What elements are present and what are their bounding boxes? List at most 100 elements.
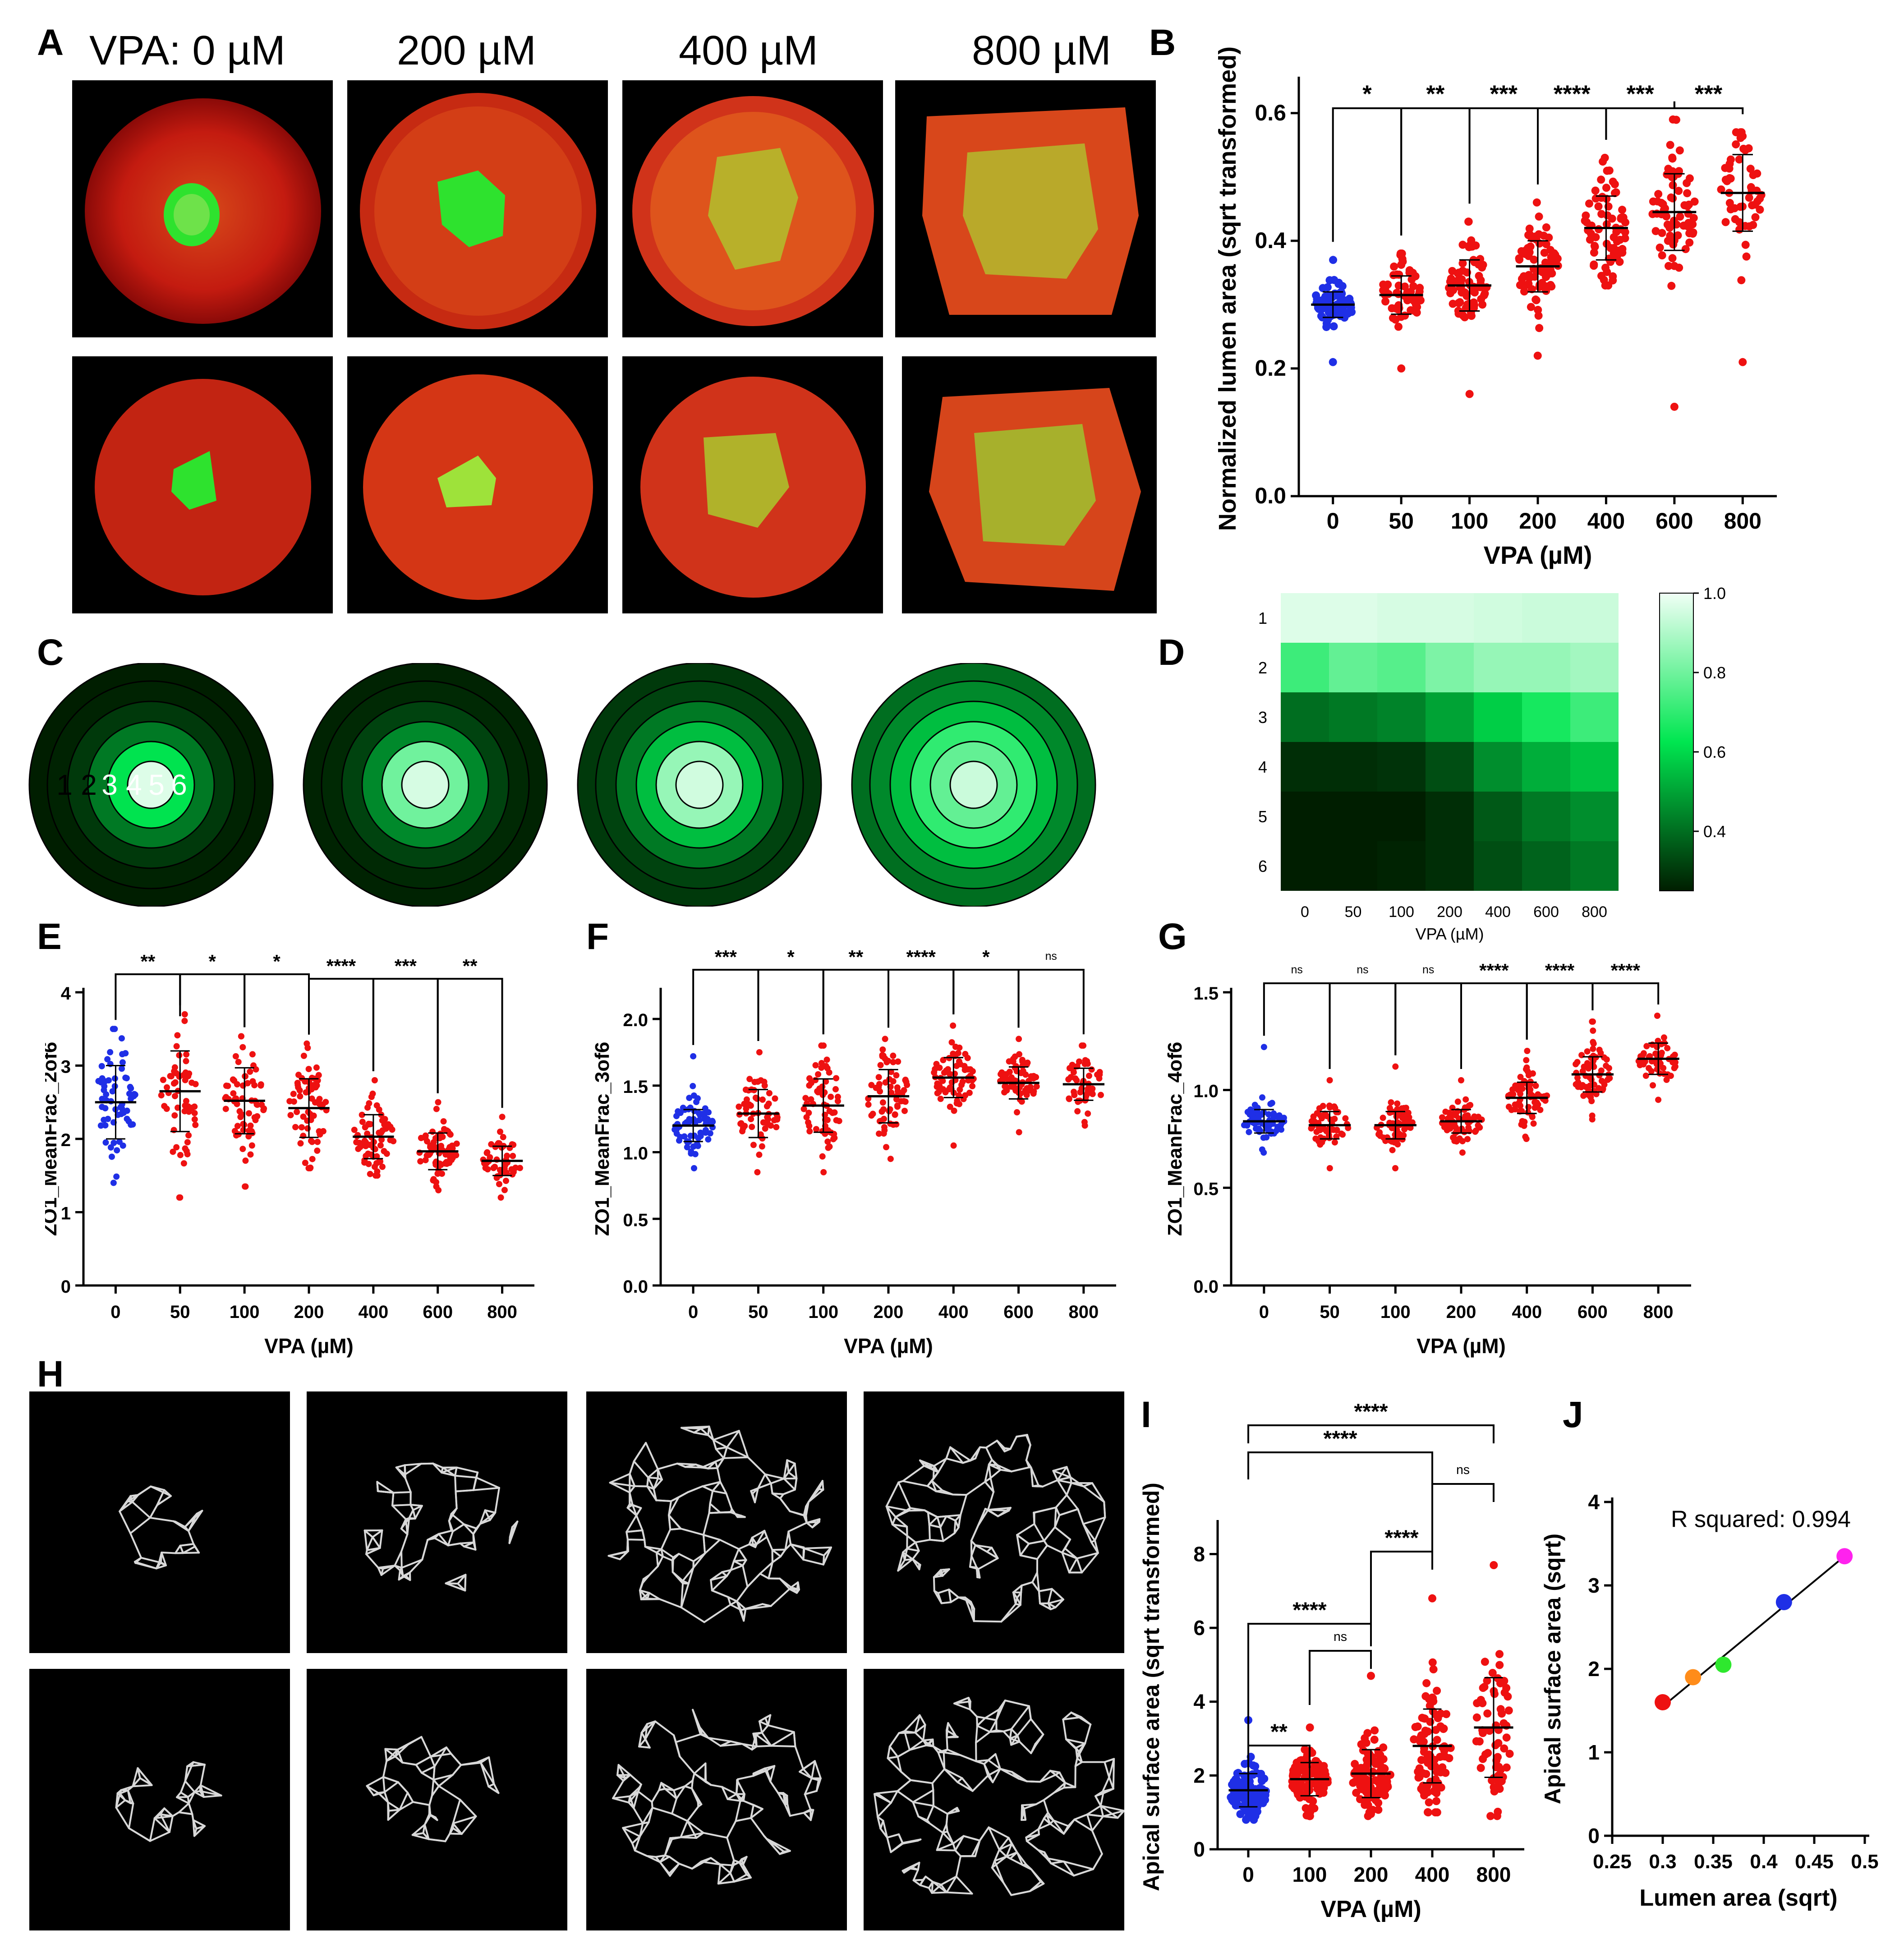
- junction-segment: [438, 1785, 461, 1801]
- data-point: [1654, 1013, 1660, 1019]
- data-point: [305, 1109, 312, 1115]
- junction-segment: [132, 1784, 153, 1787]
- data-point: [104, 1056, 111, 1063]
- data-point: [690, 1053, 697, 1060]
- junction-segment: [635, 1507, 642, 1516]
- data-point: [876, 1130, 883, 1137]
- data-point: [302, 1160, 308, 1166]
- junction-segment: [638, 1732, 643, 1748]
- junction-segment: [659, 1861, 670, 1875]
- junction-segment: [178, 1811, 193, 1815]
- junction-segment: [1037, 1817, 1045, 1830]
- junction-segment: [155, 1564, 167, 1570]
- junction-segment: [475, 1476, 500, 1489]
- junction-segment: [782, 1792, 786, 1806]
- junction-segment: [428, 1795, 433, 1806]
- junction-segment: [766, 1536, 773, 1551]
- junction-segment: [472, 1476, 477, 1491]
- junction-segment: [727, 1596, 738, 1603]
- junction-segment: [434, 1533, 440, 1539]
- data-point: [300, 1052, 307, 1059]
- data-point: [1296, 1756, 1305, 1765]
- junction-segment: [1061, 1538, 1072, 1554]
- junction-segment: [677, 1491, 689, 1498]
- junction-segment: [897, 1558, 914, 1572]
- data-point: [502, 1178, 509, 1184]
- data-point: [1590, 1046, 1596, 1052]
- junction-segment: [442, 1466, 456, 1477]
- significance-label: ****: [1545, 960, 1575, 981]
- junction-segment: [366, 1785, 375, 1797]
- junction-segment: [955, 1875, 973, 1895]
- junction-segment: [738, 1548, 747, 1561]
- data-point: [1681, 245, 1690, 253]
- junction-segment: [411, 1834, 430, 1840]
- data-point: [353, 1139, 360, 1146]
- junction-segment: [639, 1821, 650, 1838]
- junction-segment: [970, 1540, 976, 1546]
- junction-segment: [642, 1821, 650, 1824]
- data-point: [307, 1164, 314, 1171]
- junction-segment: [1099, 1792, 1104, 1807]
- data-point: [1525, 224, 1534, 233]
- junction-segment: [153, 1817, 170, 1833]
- data-point: [1584, 1048, 1591, 1055]
- data-point: [751, 1078, 758, 1085]
- data-point: [1657, 198, 1665, 207]
- junction-segment: [922, 1738, 934, 1741]
- data-point: [705, 1109, 712, 1116]
- junction-segment: [153, 1813, 161, 1820]
- junction-segment: [447, 1542, 461, 1547]
- data-point: [1256, 1769, 1264, 1778]
- data-point: [1459, 1149, 1466, 1156]
- junction-segment: [924, 1875, 934, 1883]
- data-point: [1334, 280, 1343, 288]
- junction-segment: [959, 1754, 977, 1762]
- junction-segment: [877, 1802, 892, 1818]
- junction-segment: [188, 1530, 195, 1545]
- junction-segment: [804, 1790, 818, 1796]
- data-point: [1582, 218, 1591, 226]
- series-100: [1445, 217, 1491, 398]
- junction-segment: [702, 1512, 710, 1536]
- x-tick-label: 100: [1292, 1863, 1327, 1886]
- significance-bracket: [1332, 107, 1403, 242]
- series-600: [1573, 1018, 1613, 1123]
- junction-segment: [909, 1507, 926, 1511]
- junction-segment: [1025, 1459, 1032, 1469]
- data-point: [901, 1087, 907, 1094]
- data-point: [183, 1058, 189, 1064]
- panel-label-a: A: [37, 22, 64, 63]
- junction-segment: [709, 1490, 714, 1505]
- data-point: [1401, 282, 1409, 291]
- junction-segment: [727, 1798, 741, 1802]
- junction-segment: [646, 1720, 656, 1725]
- x-axis-title: VPA (µM): [1417, 1334, 1506, 1358]
- junction-segment: [814, 1760, 822, 1779]
- junction-segment: [366, 1536, 374, 1551]
- junction-segment: [919, 1714, 926, 1726]
- data-point: [250, 1062, 257, 1069]
- data-point: [1085, 1085, 1091, 1092]
- junction-segment: [654, 1720, 675, 1737]
- junction-segment: [693, 1428, 702, 1434]
- junction-segment: [174, 1544, 181, 1554]
- heat-cell: [1522, 841, 1570, 891]
- junction-segment: [182, 1545, 196, 1554]
- junction-segment: [911, 1550, 920, 1560]
- junction-segment: [727, 1596, 731, 1606]
- data-point: [173, 1043, 180, 1050]
- junction-segment: [701, 1485, 714, 1492]
- data-point: [946, 1086, 952, 1092]
- data-point: [1322, 1110, 1329, 1117]
- ring-number-1: 1: [56, 769, 73, 801]
- data-point: [167, 1073, 174, 1079]
- data-point: [186, 1070, 193, 1077]
- junction-segment: [639, 1589, 648, 1600]
- junction-segment: [193, 1791, 205, 1798]
- data-point: [1469, 298, 1478, 307]
- junction-segment: [897, 1749, 911, 1758]
- junction-segment: [1104, 1758, 1115, 1763]
- junction-segment: [387, 1801, 390, 1812]
- junction-segment: [119, 1792, 126, 1801]
